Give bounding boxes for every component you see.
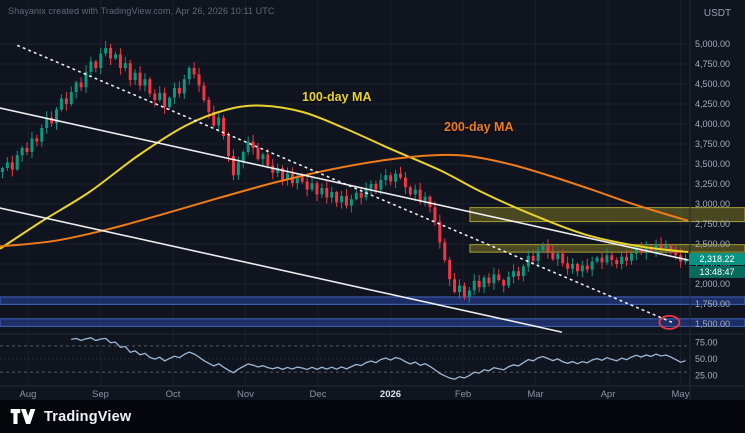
time-axis-label: Feb <box>455 389 471 400</box>
ma-200-label: 200-day MA <box>444 120 514 134</box>
price-axis-label: 2,750.00 <box>695 219 730 229</box>
attribution-text: Shayanix created with TradingView.com, A… <box>8 6 275 16</box>
price-axis-label: 3,000.00 <box>695 199 730 209</box>
time-axis-label: Mar <box>527 389 543 400</box>
price-axis-label: 3,250.00 <box>695 179 730 189</box>
time-axis-label: Nov <box>237 389 254 400</box>
tradingview-logo-link[interactable]: TradingView <box>10 407 131 426</box>
price-axis-unit: USDT <box>703 8 732 19</box>
time-axis-label: 2026 <box>380 389 401 400</box>
time-axis-label: May <box>672 389 690 400</box>
last-price-badge: 2,318.22 <box>689 252 745 265</box>
time-axis-label: Dec <box>310 389 327 400</box>
highlight-circle-annotation <box>658 314 681 330</box>
price-axis-label: 4,000.00 <box>695 119 730 129</box>
chart-canvas[interactable]: 5,000.00 4,750.00 4,500.00 4,250.00 4,000.00… <box>0 0 745 400</box>
price-axis-label: 3,750.00 <box>695 139 730 149</box>
rsi-axis-label: 25.00 <box>695 370 718 380</box>
moving-averages <box>0 104 689 253</box>
200-day-ma-line <box>0 153 689 248</box>
price-axis-label: 1,750.00 <box>695 299 730 309</box>
solid-trendline <box>0 107 689 261</box>
pane-separators <box>0 0 745 400</box>
footer-bar: TradingView <box>0 400 745 433</box>
bar-countdown-badge: 13:48:47 <box>689 265 745 278</box>
price-axis-label: 2,000.00 <box>695 279 730 289</box>
time-axis-label: Sep <box>92 389 109 400</box>
support-zone-1780 <box>0 296 745 305</box>
price-axis-label: 4,750.00 <box>695 59 730 69</box>
price-axis-label: 2,500.00 <box>695 239 730 249</box>
price-axis-label: 1,500.00 <box>695 319 730 329</box>
solid-trendline <box>0 207 563 333</box>
support-zone-1500 <box>0 318 745 327</box>
rsi-pane <box>0 337 688 380</box>
time-axis-label: Apr <box>601 389 616 400</box>
time-axis-label: Oct <box>166 389 181 400</box>
price-zones <box>0 207 745 327</box>
ma-100-label: 100-day MA <box>302 90 372 104</box>
rsi-axis-label: 75.00 <box>695 338 718 348</box>
candlesticks <box>0 41 688 303</box>
trendlines <box>0 44 689 333</box>
tradingview-logo-icon <box>10 408 36 425</box>
price-axis-label: 5,000.00 <box>695 39 730 49</box>
resistance-zone-lower <box>469 244 745 253</box>
time-axis-label: Aug <box>20 389 37 400</box>
price-axis-label: 3,500.00 <box>695 159 730 169</box>
rsi-axis-label: 50.00 <box>695 354 718 364</box>
rsi-line <box>71 337 686 380</box>
price-axis-label: 4,500.00 <box>695 79 730 89</box>
tradingview-brand-text: TradingView <box>44 408 132 425</box>
100-day-ma-line <box>0 104 689 253</box>
price-axis-label: 4,250.00 <box>695 99 730 109</box>
grid-lines <box>0 0 688 386</box>
